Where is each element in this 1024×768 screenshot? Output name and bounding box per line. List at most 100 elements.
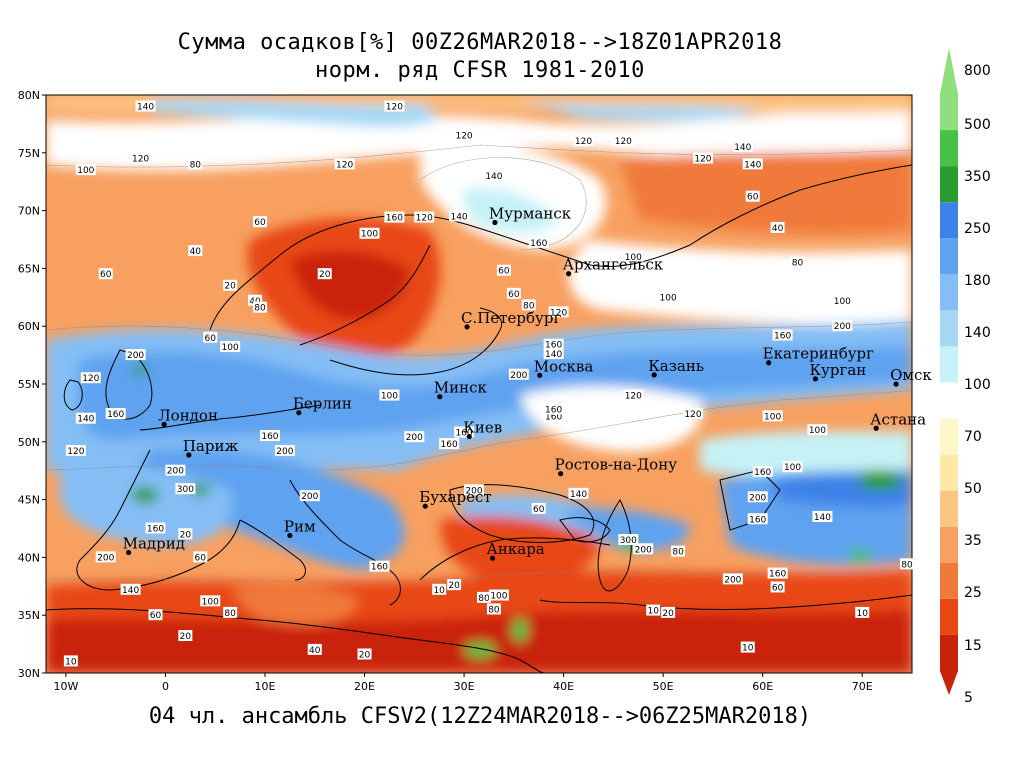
city-label: Ростов-на-Дону [555, 456, 678, 474]
city-dot [186, 452, 192, 458]
contour-label-box [543, 347, 564, 359]
contour-label: 20 [180, 530, 192, 540]
contour-label: 100 [660, 293, 677, 303]
contour-label: 40 [309, 646, 321, 656]
ensemble-footer: 04 чл. ансамбль CFSV2(12Z24MAR2018-->06Z… [148, 704, 812, 729]
contour-label: 60 [508, 290, 520, 300]
legend-label: 350 [964, 169, 991, 185]
contour-label-box [476, 591, 491, 603]
contour-label: 20 [448, 581, 460, 591]
contour-label: 60 [195, 553, 207, 563]
city-dot [565, 271, 572, 277]
city-dot [296, 410, 302, 416]
contour-label: 200 [635, 545, 652, 555]
contour-label-box [447, 579, 462, 591]
city-dot [651, 372, 657, 378]
contour-label: 200 [724, 575, 741, 585]
contour-label-box [454, 129, 475, 141]
contour-label-box [671, 545, 686, 557]
contour-label-box [488, 589, 509, 601]
contour-label-box [414, 211, 435, 223]
contour-label-box [486, 603, 501, 615]
legend-label: 500 [964, 117, 991, 133]
contour-label-box [832, 294, 853, 306]
contour-label-box [203, 331, 218, 343]
contour-label: 120 [615, 137, 632, 147]
city-label: Киев [463, 419, 502, 437]
legend-swatch [940, 346, 958, 383]
city-label: Париж [183, 437, 239, 455]
color-legend: 800 500 350 250 180 140 100 70 50 35 25 15 5 [940, 48, 991, 706]
lon-tick-label: 0 [162, 680, 169, 693]
city-label: Рим [284, 517, 316, 535]
contour-label: 10 [647, 607, 659, 617]
contour-label: 200 [406, 433, 423, 443]
city-dot [558, 471, 564, 477]
contour-label: 20 [319, 270, 331, 280]
contour-label-box [334, 158, 355, 170]
city-dot [466, 433, 472, 440]
contour-label: 80 [190, 160, 202, 170]
contour-label: 300 [620, 536, 637, 546]
contour-label-box [646, 604, 661, 616]
contour-label: 300 [177, 485, 194, 495]
contour-label: 10 [742, 644, 754, 654]
contour-label: 60 [205, 334, 217, 344]
city-label: Берлин [293, 395, 352, 413]
contour-label: 80 [254, 304, 266, 314]
contour-label-box [384, 100, 405, 112]
contour-label-box [274, 445, 295, 457]
contour-label-box [832, 320, 853, 332]
lon-tick-label: 20E [354, 680, 375, 693]
contour-label-box [75, 164, 96, 176]
legend-label: 70 [964, 429, 982, 445]
city-label: Анкара [487, 540, 545, 558]
legend-swatch [940, 166, 958, 203]
map-title-line2: норм. ряд CFSR 1981-2010 [315, 58, 645, 83]
contour-label: 60 [747, 193, 759, 203]
contour-label: 10 [65, 657, 77, 667]
contour-label: 60 [254, 218, 266, 228]
contour-label-box [178, 528, 193, 540]
contour-label: 160 [386, 214, 403, 224]
contour-label-box [95, 551, 116, 563]
contour-label-box [439, 438, 460, 450]
contour-label-box [633, 543, 654, 555]
legend-label: 35 [964, 533, 982, 549]
contour-label: 120 [625, 392, 642, 402]
contour-label-box [464, 484, 485, 496]
contour-label-box [692, 152, 713, 164]
contour-label: 120 [386, 103, 403, 113]
legend-swatch [940, 130, 958, 167]
contour-label-box [65, 445, 86, 457]
contour-label: 200 [834, 322, 851, 332]
contour-label: 20 [662, 609, 674, 619]
contour-label: 10 [857, 609, 869, 619]
legend-swatch [940, 562, 958, 599]
contour-label-box [623, 250, 644, 262]
contour-label-box [613, 135, 634, 147]
contour-label-box [521, 299, 536, 311]
contour-label: 160 [545, 341, 562, 351]
contour-label: 160 [769, 570, 786, 580]
lat-tick-label: 65N [18, 262, 40, 275]
contour-label: 100 [625, 253, 642, 263]
contour-label: 20 [224, 282, 236, 292]
contour-label-box [807, 424, 828, 436]
contour-label: 20 [180, 632, 192, 642]
lat-tick-label: 40N [18, 551, 40, 564]
contour-label-box [508, 368, 529, 380]
contour-labels: 140 120 120 120 120 140 100 120 80 120 140 120 140 60… [63, 100, 915, 667]
contour-label: 140 [450, 212, 467, 222]
contour-label-box [223, 279, 238, 291]
lon-tick-label: 70E [852, 680, 873, 693]
lat-tick-label: 45N [18, 494, 40, 507]
contour-label-box [683, 408, 704, 420]
contour-label-box [812, 510, 833, 522]
contour-label-box [543, 338, 564, 350]
contour-label: 120 [336, 160, 353, 170]
contour-label-box [573, 135, 594, 147]
contour-label-box [130, 152, 151, 164]
city-dot [464, 324, 470, 330]
contour-label-box [483, 169, 504, 181]
